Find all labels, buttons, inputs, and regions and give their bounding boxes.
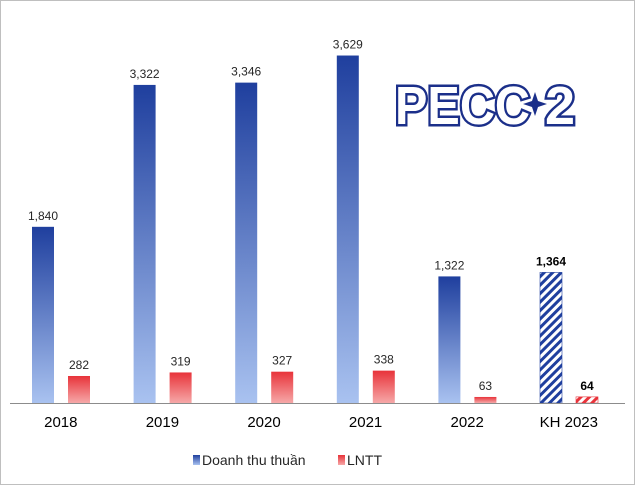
legend-label-doanh-thu: Doanh thu thuần: [202, 452, 306, 468]
data-label-doanh-thu-4: 1,322: [434, 258, 464, 272]
data-label-doanh-thu-2: 3,346: [231, 65, 261, 79]
logo-text-2: 2: [545, 76, 575, 136]
x-tick-label-4: 2022: [451, 414, 484, 431]
pecc2-logo: PECC 2: [393, 74, 578, 139]
bar-doanh-thu-5: [539, 272, 563, 404]
data-label-doanh-thu-3: 3,629: [333, 38, 363, 52]
x-tick-label-5: KH 2023: [540, 414, 598, 431]
data-label-lntt-4: 63: [479, 379, 493, 393]
data-label-doanh-thu-0: 1,840: [28, 209, 58, 223]
bar-doanh-thu-0: [32, 226, 54, 403]
data-label-lntt-1: 319: [171, 354, 191, 368]
data-label-doanh-thu-1: 3,322: [130, 67, 160, 81]
data-label-lntt-3: 338: [374, 353, 394, 367]
bar-doanh-thu-4: [438, 276, 461, 403]
bar-lntt-2: [271, 371, 294, 403]
x-tick-label-2: 2020: [247, 414, 280, 431]
bar-doanh-thu-2: [235, 82, 258, 404]
bar-lntt-4: [474, 396, 497, 403]
x-tick-label-1: 2019: [146, 414, 179, 431]
x-tick-label-3: 2021: [349, 414, 382, 431]
bar-lntt-1: [169, 372, 192, 403]
data-label-lntt-5: 64: [580, 379, 594, 393]
bar-lntt-0: [68, 375, 90, 403]
bar-lntt-3: [372, 370, 395, 403]
data-label-lntt-2: 327: [272, 354, 292, 368]
bar-lntt-5: [575, 396, 599, 404]
legend-label-lntt: LNTT: [347, 452, 382, 468]
x-tick-label-0: 2018: [44, 414, 77, 431]
logo-text-pecc: PECC: [395, 76, 530, 136]
bar-doanh-thu-3: [336, 55, 359, 403]
logo-star-icon: [523, 92, 547, 116]
data-label-lntt-0: 282: [69, 358, 89, 372]
legend-swatch-doanh-thu: [193, 455, 200, 465]
bar-doanh-thu-1: [133, 84, 156, 403]
data-label-doanh-thu-5: 1,364: [536, 254, 566, 268]
legend-swatch-lntt: [338, 455, 345, 465]
